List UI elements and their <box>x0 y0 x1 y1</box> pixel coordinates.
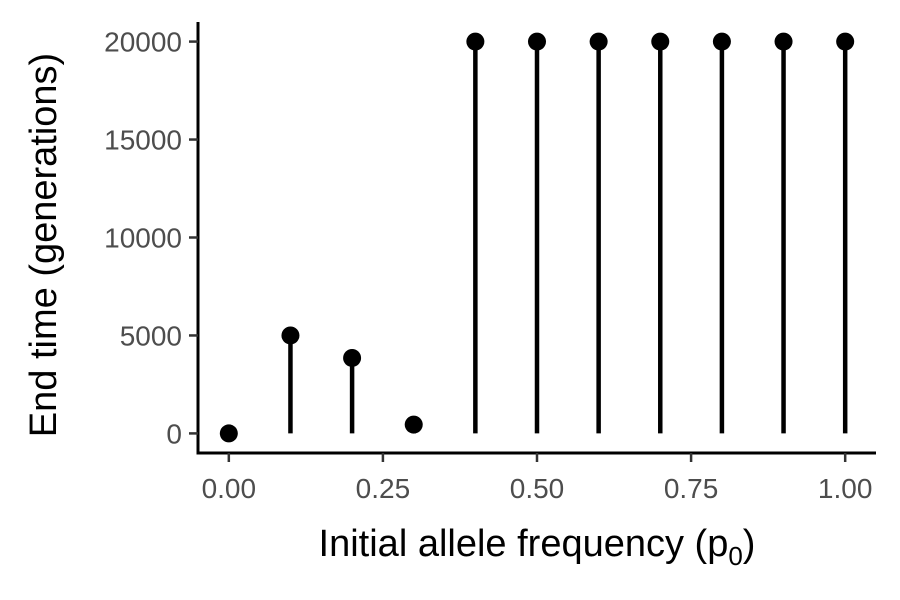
x-tick-label: 0.00 <box>202 473 257 504</box>
y-tick-label: 5000 <box>120 320 182 351</box>
y-tick-label: 10000 <box>104 223 182 254</box>
x-tick-label: 1.00 <box>818 473 873 504</box>
points-layer <box>219 32 855 443</box>
data-point <box>651 32 670 51</box>
data-point <box>589 32 608 51</box>
data-point <box>528 32 546 51</box>
x-axis-title: Initial allele frequency (p0) <box>319 523 756 571</box>
x-axis-ticks: 0.00 0.25 0.50 0.75 1.00 <box>202 453 873 504</box>
data-point <box>466 32 485 51</box>
data-point <box>219 424 238 443</box>
x-axis-title-main: Initial allele frequency (p <box>319 523 729 565</box>
y-axis-ticks: 0 5000 10000 15000 20000 <box>104 27 198 449</box>
x-axis-title-suffix: ) <box>743 523 756 565</box>
y-tick-label: 20000 <box>104 27 182 58</box>
data-point <box>712 32 731 51</box>
y-axis-title: End time (generations) <box>23 53 65 437</box>
data-point <box>281 326 300 345</box>
x-axis-title-subscript: 0 <box>728 541 742 571</box>
data-point <box>774 32 793 51</box>
y-tick-label: 15000 <box>104 125 182 156</box>
y-tick-label: 0 <box>166 418 182 449</box>
data-point <box>404 415 423 434</box>
x-tick-label: 0.25 <box>356 473 411 504</box>
data-point <box>343 348 362 367</box>
x-tick-label: 0.75 <box>664 473 719 504</box>
data-point <box>836 32 855 51</box>
x-tick-label: 0.50 <box>510 473 565 504</box>
stems-layer <box>288 41 848 434</box>
